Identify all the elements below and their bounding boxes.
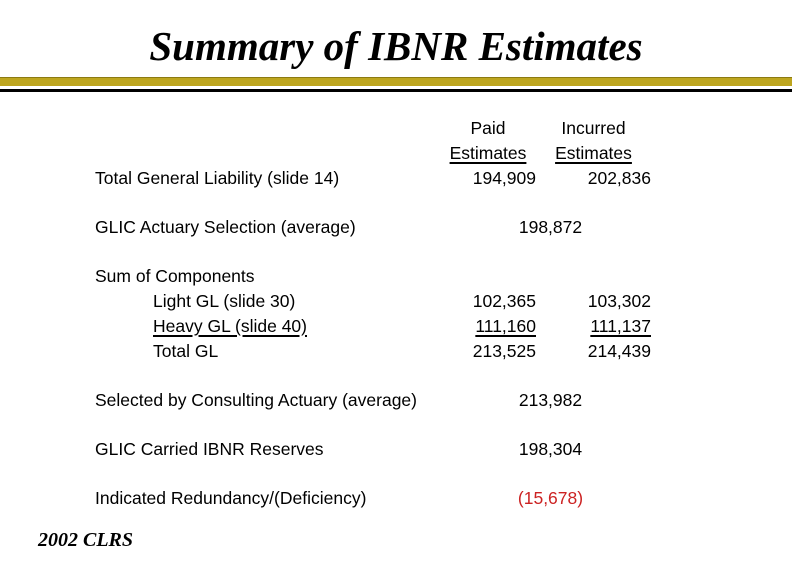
paid-value: 102,365 [472,291,536,311]
row-label: Heavy GL (slide 40) [95,314,440,339]
paid-value [440,264,536,289]
black-divider-rule [0,89,792,92]
paid-value: 213,525 [472,341,536,361]
table-row-sum-of-components: Sum of Components [95,264,651,289]
table-row-selected-by-consulting-actuary: Selected by Consulting Actuary (average)… [95,388,651,413]
page-title: Summary of IBNR Estimates [149,23,643,69]
incurred-value: 202,836 [587,168,651,188]
row-label: GLIC Carried IBNR Reserves [95,439,324,459]
gold-divider-rule [0,77,792,86]
paid-value-text: 111,160 [475,316,536,336]
column-header-incurred: Incurred [561,118,626,138]
header-spacer [95,141,440,166]
table-row-indicated-redundancy-deficiency: Indicated Redundancy/(Deficiency) (15,67… [95,486,651,511]
table-row-glic-actuary-selection: GLIC Actuary Selection (average) 198,872 [95,215,651,240]
row-label: Sum of Components [95,266,255,286]
paid-value: 111,160 [440,314,536,339]
center-value-negative: (15,678) [517,488,584,508]
incurred-value: 214,439 [587,341,651,361]
table-row-light-gl: Light GL (slide 30) 102,365 103,302 [95,289,651,314]
center-value: 198,304 [518,439,583,459]
row-label: Total General Liability (slide 14) [95,168,340,188]
table-row-glic-carried-ibnr-reserves: GLIC Carried IBNR Reserves 198,304 [95,437,651,462]
column-header-incurred-estimates: Estimates [555,143,632,163]
row-label: Selected by Consulting Actuary (average) [95,390,417,410]
ibnr-estimates-table: Paid Incurred Estimates Estimates Total … [95,116,651,511]
table-row-total-gl: Total GL 213,525 214,439 [95,339,651,364]
table-row-total-general-liability: Total General Liability (slide 14) 194,9… [95,166,651,191]
row-label: GLIC Actuary Selection (average) [95,217,356,237]
table-header-row-1: Paid Incurred [95,116,651,141]
incurred-value: 111,137 [536,314,651,339]
table-row-heavy-gl: Heavy GL (slide 40) 111,160 111,137 [95,314,651,339]
center-value: 213,982 [518,390,583,410]
header-spacer [95,116,440,141]
row-label: Total GL [153,341,219,361]
center-value: 198,872 [518,217,583,237]
column-header-paid: Paid [470,118,506,138]
column-header-paid-estimates: Estimates [449,143,527,163]
row-label: Indicated Redundancy/(Deficiency) [95,488,367,508]
footer-2002-clrs: 2002 CLRS [38,529,134,551]
row-label: Light GL (slide 30) [153,291,296,311]
row-label-text: Heavy GL (slide 40) [153,316,307,336]
incurred-value: 103,302 [587,291,651,311]
incurred-value-text: 111,137 [590,316,651,336]
paid-value: 194,909 [472,168,536,188]
incurred-value [536,264,651,289]
table-header-row-2: Estimates Estimates [95,141,651,166]
